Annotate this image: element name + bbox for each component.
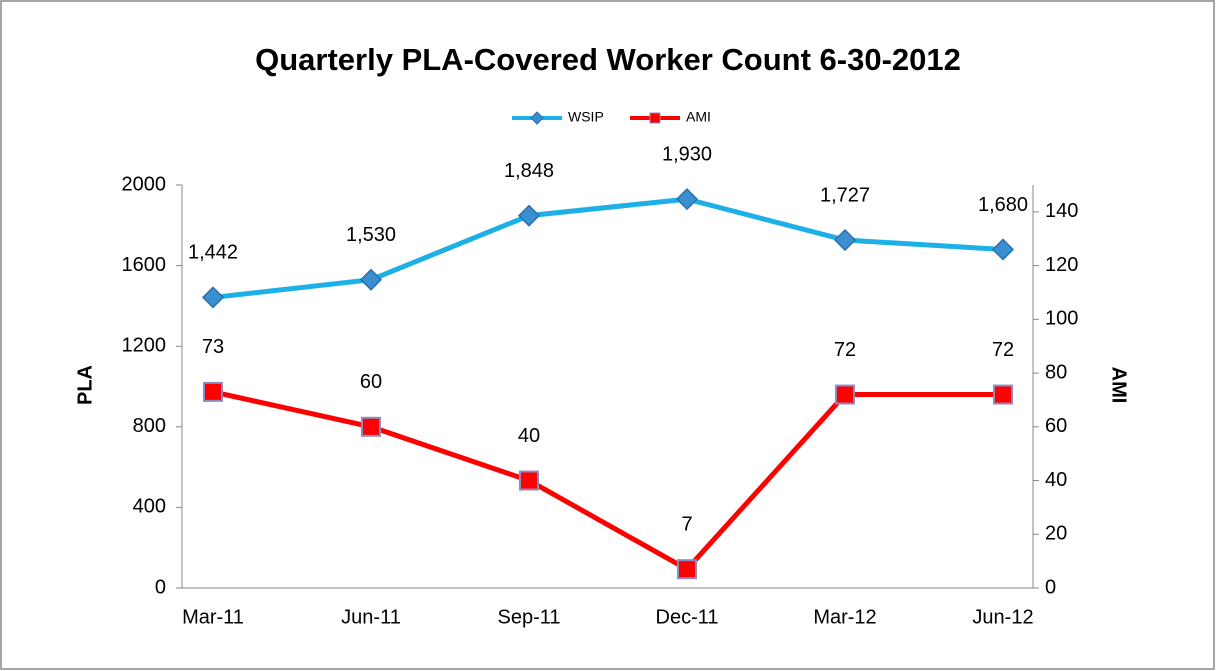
y2-tick-label: 20 [1045,523,1067,545]
data-label: 1,848 [504,160,554,182]
y2-tick-label: 80 [1045,361,1067,383]
y-axis-label: PLA [74,365,96,405]
marker [519,470,539,491]
marker [359,268,383,291]
y2-tick-label: 100 [1045,308,1078,330]
data-label: 73 [202,336,224,358]
marker [833,228,857,252]
legend-label: WSIP [568,109,604,125]
y2-tick-label: 60 [1045,415,1067,437]
marker [517,204,541,227]
data-label: 40 [518,425,540,447]
y-tick-label: 0 [155,576,166,598]
data-label: 1,680 [978,194,1028,216]
y2-tick-label: 0 [1045,576,1056,598]
y-tick-label: 1600 [122,254,167,276]
series-line [212,389,1003,573]
y2-tick-label: 40 [1045,469,1067,491]
x-tick-label: Jun-12 [972,606,1033,628]
y-tick-label: 1200 [122,334,167,356]
data-label: 7 [681,513,692,535]
y-tick-label: 2000 [122,173,167,195]
data-label: 1,442 [188,242,238,264]
data-label: 72 [834,339,856,361]
y-tick-label: 800 [133,415,166,437]
data-label: 1,530 [346,224,396,246]
legend-label: AMI [686,109,711,125]
x-tick-label: Mar-12 [813,606,876,628]
marker [991,238,1015,261]
data-label: 60 [360,371,382,393]
x-tick-label: Sep-11 [497,606,560,628]
series-line [212,196,1004,300]
chart-title: Quarterly PLA-Covered Worker Count 6-30-… [255,42,961,77]
y2-tick-label: 140 [1045,200,1078,222]
data-label: 1,930 [662,143,712,165]
legend-marker [530,111,544,125]
data-label: 72 [992,339,1014,361]
marker [201,286,225,309]
data-label: 1,727 [820,184,870,206]
marker [835,384,855,405]
y2-axis-label: AMI [1108,367,1130,404]
marker [993,384,1013,405]
marker [361,416,381,437]
marker [675,188,699,211]
marker [203,381,223,402]
y2-tick-label: 120 [1045,254,1078,276]
y-tick-label: 400 [133,496,166,518]
legend-marker [649,112,661,124]
x-tick-label: Mar-11 [182,606,244,628]
marker [677,559,697,580]
x-tick-label: Dec-11 [656,606,719,628]
x-tick-label: Jun-11 [341,606,401,628]
